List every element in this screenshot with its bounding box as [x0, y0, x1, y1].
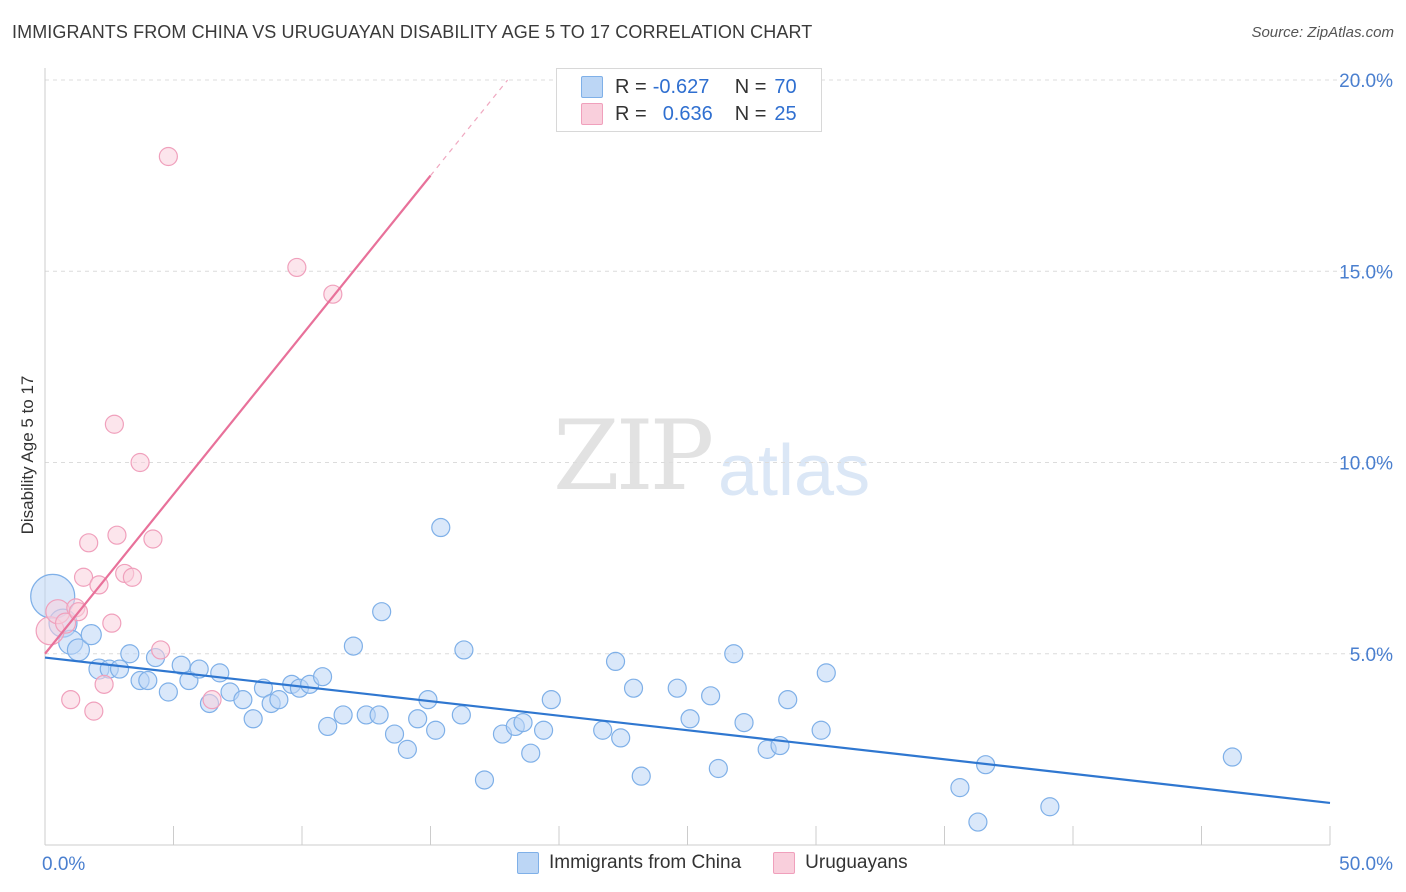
china-trend-line — [44, 656, 1331, 805]
uruguayan-trend-extension — [430, 79, 509, 177]
china-point — [120, 644, 140, 664]
uruguayan-point — [122, 567, 142, 587]
uruguayan-point — [151, 640, 171, 660]
legend-swatch-china — [581, 76, 603, 98]
uruguayan-point — [287, 257, 307, 278]
uruguayan-point — [94, 674, 114, 694]
china-point — [233, 690, 253, 710]
y-tick-label: 15.0% — [1339, 262, 1393, 283]
china-point — [109, 659, 130, 679]
watermark-atlas: atlas — [718, 431, 871, 511]
china-point — [158, 682, 178, 702]
y-tick-label: 10.0% — [1339, 454, 1393, 475]
china-point — [631, 766, 651, 786]
china-point — [593, 720, 613, 740]
china-point — [138, 670, 158, 691]
china-point — [384, 724, 405, 744]
china-point — [269, 690, 289, 710]
legend-n-value-uruguayans: 25 — [774, 102, 797, 125]
legend-r-value-uruguayans: 0.636 — [662, 102, 713, 125]
china-point — [950, 778, 970, 798]
x-tick-label: 50.0% — [1339, 854, 1393, 875]
china-point — [533, 720, 554, 740]
china-point — [680, 709, 700, 729]
legend-n-label: N = — [734, 102, 767, 125]
china-point — [451, 705, 471, 725]
legend-label-uruguayans: Uruguayans — [805, 852, 908, 873]
y-tick-label: 5.0% — [1350, 645, 1393, 666]
china-point — [605, 651, 626, 672]
china-point — [708, 758, 728, 779]
china-point — [333, 705, 353, 725]
china-point — [408, 709, 428, 729]
china-point — [623, 678, 644, 698]
legend-row-china: R = -0.627 N = 70 — [581, 74, 797, 100]
china-point — [426, 720, 446, 740]
uruguayan-point — [79, 533, 99, 553]
legend-label-china: Immigrants from China — [549, 852, 742, 873]
legend-swatch-uruguayans — [581, 103, 603, 125]
uruguayan-point — [202, 690, 222, 710]
china-point — [369, 705, 389, 725]
correlation-legend: R = -0.627 N = 70 R = 0.636 N = 25 — [556, 68, 822, 132]
legend-r-label: R = — [615, 102, 647, 125]
china-point — [734, 712, 754, 733]
china-point — [80, 624, 102, 646]
chart-title: IMMIGRANTS FROM CHINA VS URUGUAYAN DISAB… — [12, 22, 813, 42]
uruguayan-point — [102, 613, 122, 633]
uruguayan-point — [84, 701, 104, 721]
china-point — [454, 640, 474, 660]
china-point — [1222, 747, 1242, 767]
uruguayan-point — [73, 567, 94, 587]
china-point — [611, 728, 631, 748]
china-point — [968, 812, 988, 832]
uruguayan-point — [130, 452, 150, 473]
watermark-zip: ZIP — [553, 400, 714, 512]
china-point — [318, 716, 338, 737]
uruguayan-point — [104, 414, 124, 434]
china-point — [243, 709, 263, 729]
china-point — [724, 644, 744, 664]
china-point — [701, 686, 721, 706]
china-point — [397, 739, 417, 759]
china-point — [210, 663, 230, 683]
china-point — [513, 712, 533, 733]
china-point — [1040, 797, 1060, 817]
legend-r-label: R = — [615, 75, 647, 98]
legend-row-uruguayans: R = 0.636 N = 25 — [581, 101, 797, 127]
china-point — [816, 663, 836, 683]
legend-swatch-uruguayans — [773, 852, 796, 874]
china-point — [811, 720, 831, 740]
legend-n-label: N = — [734, 75, 767, 98]
uruguayan-point — [158, 146, 178, 167]
y-tick-label: 20.0% — [1339, 71, 1393, 92]
uruguayan-point — [143, 529, 163, 549]
legend-r-value-china: -0.627 — [652, 75, 710, 98]
china-point — [474, 770, 495, 790]
legend-n-value-china: 70 — [774, 75, 797, 98]
uruguayan-point — [54, 612, 77, 634]
china-point — [171, 655, 191, 675]
series-legend: Immigrants from China Uruguayans — [517, 852, 908, 874]
uruguayan-point — [107, 525, 127, 545]
china-point — [312, 667, 333, 687]
x-tick-label: 0.0% — [42, 854, 85, 875]
china-point — [431, 517, 451, 538]
china-point — [778, 690, 798, 710]
china-point — [343, 636, 363, 656]
china-point — [521, 743, 541, 763]
uruguayan-point — [61, 690, 81, 710]
china-point — [372, 602, 392, 622]
legend-swatch-china — [517, 852, 539, 874]
source-label: Source: ZipAtlas.com — [1251, 24, 1394, 41]
china-point — [667, 678, 687, 698]
china-point — [541, 690, 561, 710]
uruguayan-trend-line — [44, 174, 432, 655]
